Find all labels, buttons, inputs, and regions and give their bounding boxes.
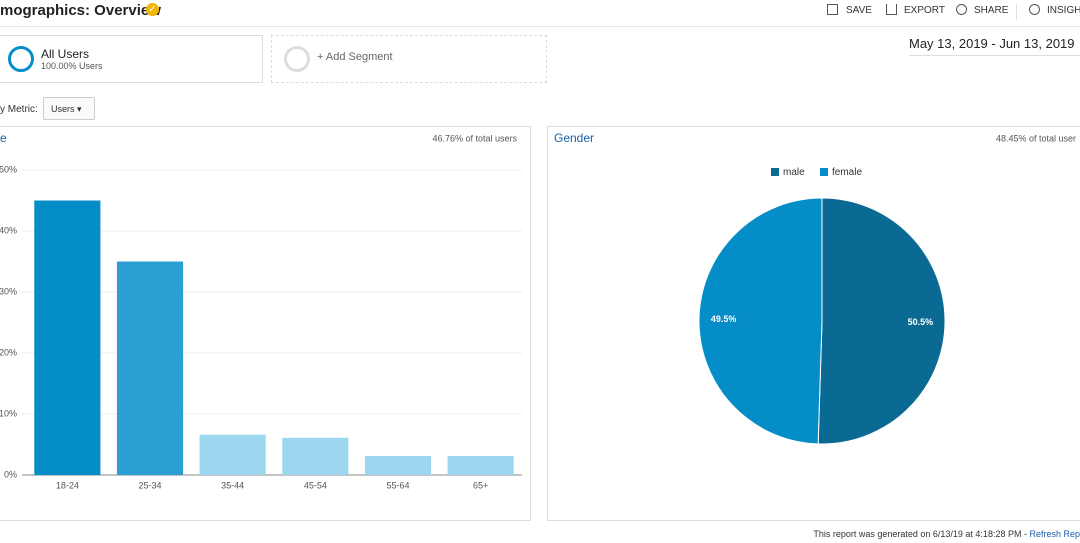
age-panel <box>0 126 531 521</box>
chart-title: e <box>0 131 7 145</box>
bar <box>364 456 432 475</box>
bar <box>282 437 349 475</box>
verified-badge: ✓ <box>146 3 159 16</box>
x-tick-label: 25-34 <box>138 480 161 490</box>
export-button[interactable]: EXPORT <box>904 5 945 16</box>
add-segment-label: + Add Segment <box>317 51 393 63</box>
metric-label: y Metric: <box>0 104 38 115</box>
bar <box>199 434 266 475</box>
date-range[interactable]: May 13, 2019 - Jun 13, 2019 <box>909 36 1080 56</box>
x-tick-label: 55-64 <box>386 480 409 490</box>
y-tick-label: 10% <box>0 408 17 418</box>
share-icon <box>956 4 967 15</box>
metric-dropdown[interactable]: Users ▾ <box>43 97 95 120</box>
x-tick-label: 45-54 <box>304 480 327 490</box>
segment-ring <box>284 46 310 72</box>
bar <box>447 456 514 475</box>
legend-label: male <box>783 167 805 178</box>
save-button[interactable]: SAVE <box>846 5 872 16</box>
y-tick-label: 20% <box>0 347 17 357</box>
x-tick-label: 65+ <box>473 480 488 490</box>
insights-icon <box>1029 4 1040 15</box>
slice-label: 50.5% <box>908 317 934 327</box>
y-tick-label: 50% <box>0 164 17 174</box>
y-tick-label: 40% <box>0 225 17 235</box>
chart-subtitle: 46.76% of total users <box>432 133 517 143</box>
share-button[interactable]: SHARE <box>974 5 1009 16</box>
refresh-link[interactable]: Refresh Rep <box>1029 529 1080 539</box>
bar <box>34 200 101 475</box>
y-tick-label: 0% <box>4 469 17 479</box>
segment-detail: 100.00% Users <box>41 61 103 71</box>
bar <box>116 261 184 475</box>
footer: This report was generated on 6/13/19 at … <box>813 529 1080 539</box>
page-title: mographics: Overview <box>0 2 161 19</box>
legend-swatch <box>771 168 779 176</box>
pie-slice <box>698 197 823 445</box>
insights-button[interactable]: INSIGHT <box>1047 5 1080 16</box>
x-tick-label: 35-44 <box>221 480 244 490</box>
slice-label: 49.5% <box>711 314 737 324</box>
export-icon <box>886 4 897 15</box>
gender-panel <box>547 126 1080 521</box>
metric-value: Users <box>51 104 75 114</box>
chart-title: Gender <box>554 131 594 145</box>
legend-label: female <box>832 167 862 178</box>
segment-card[interactable]: All Users 100.00% Users <box>0 35 263 83</box>
segment-ring <box>8 46 34 72</box>
save-icon <box>827 4 838 15</box>
x-tick-label: 18-24 <box>56 480 79 490</box>
y-tick-label: 30% <box>0 286 17 296</box>
segment-name: All Users <box>41 47 90 61</box>
add-segment-card[interactable]: + Add Segment <box>271 35 547 83</box>
chart-subtitle: 48.45% of total user <box>996 133 1076 143</box>
header-divider <box>0 26 1080 27</box>
legend-swatch <box>820 168 828 176</box>
footer-text: This report was generated on 6/13/19 at … <box>813 529 1030 539</box>
divider <box>1016 4 1017 20</box>
pie-slice <box>817 197 946 445</box>
